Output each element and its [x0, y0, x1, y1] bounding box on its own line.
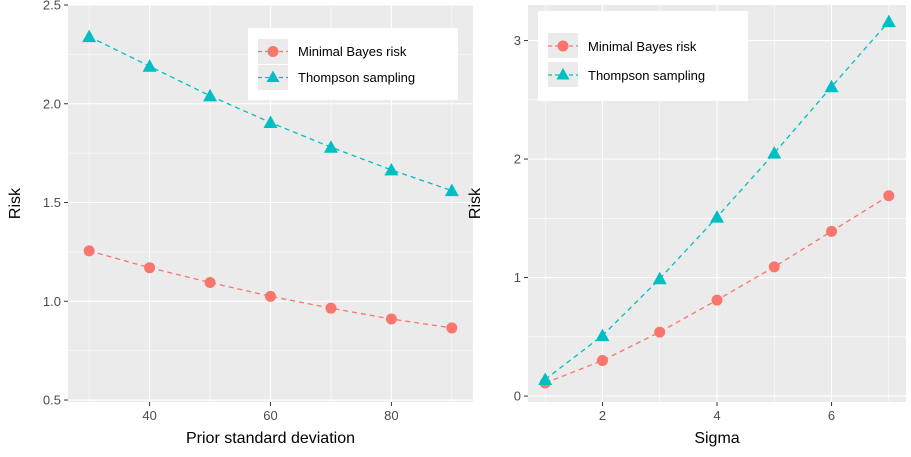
right-y-tick-label: 3 — [514, 33, 521, 48]
right-point-thompson — [881, 14, 896, 28]
left-y-tick-label: 1.0 — [43, 294, 61, 309]
right-point-thompson — [710, 210, 724, 223]
left-x-tick-label: 60 — [263, 408, 277, 423]
right-y-tick-label: 2 — [514, 152, 521, 167]
right-point-minimal — [768, 261, 780, 273]
left-y-tick-label: 1.5 — [43, 195, 61, 210]
left-point-minimal — [265, 290, 276, 302]
left-y-tick-label: 2.5 — [43, 0, 61, 13]
left-point-thompson — [263, 115, 278, 129]
right-point-thompson — [652, 271, 667, 285]
right-point-minimal — [596, 355, 608, 367]
right-x-axis-title: Sigma — [694, 430, 739, 447]
left-y-tick-label: 0.5 — [43, 393, 61, 408]
left-point-minimal — [83, 245, 95, 257]
left-legend-label-minimal: Minimal Bayes risk — [298, 44, 407, 59]
right-y-tick-label: 1 — [514, 270, 521, 285]
right-point-minimal — [654, 326, 666, 338]
left-point-thompson — [203, 88, 218, 102]
left-x-tick-label: 80 — [384, 408, 398, 423]
right-point-thompson — [538, 372, 553, 385]
left-point-thompson — [142, 59, 157, 72]
left-legend-label-thompson: Thompson sampling — [298, 70, 415, 85]
right-point-thompson — [767, 146, 782, 159]
right-legend-marker-thompson — [556, 68, 570, 80]
left-point-minimal — [325, 302, 337, 314]
left-point-minimal — [144, 262, 156, 274]
right-point-minimal — [711, 294, 723, 306]
left-series — [82, 29, 459, 334]
right-legend: Minimal Bayes risk Thompson sampling — [538, 11, 748, 101]
right-x-tick-label: 4 — [713, 408, 720, 423]
right-y-axis-title: Risk — [467, 187, 484, 219]
right-point-thompson — [824, 79, 839, 93]
right-point-thompson — [595, 328, 610, 342]
right-chart: 0 1 2 3 2 4 6 Sigma Risk Minimal Bayes risk Thom… — [467, 5, 906, 447]
left-point-minimal — [385, 313, 397, 325]
left-x-axis-title: Prior standard deviation — [186, 430, 355, 447]
left-point-minimal — [204, 277, 216, 289]
left-chart: 0.5 1.0 1.5 2.0 2.5 40 60 80 Prior standard devi… — [7, 0, 473, 447]
left-point-thompson — [384, 162, 399, 176]
right-point-minimal — [883, 190, 895, 202]
right-legend-marker-minimal — [557, 40, 569, 52]
right-x-tick-label: 2 — [599, 408, 606, 423]
right-series — [538, 14, 896, 389]
right-point-minimal — [826, 225, 838, 237]
left-legend-marker-minimal — [267, 46, 279, 57]
left-legend-marker-thompson — [266, 70, 280, 82]
left-legend: Minimal Bayes risk Thompson sampling — [248, 28, 458, 100]
right-legend-label-minimal: Minimal Bayes risk — [588, 39, 697, 54]
left-y-tick-label: 2.0 — [43, 96, 61, 111]
left-point-thompson — [82, 29, 97, 43]
right-y-tick-label: 0 — [514, 389, 521, 404]
right-x-tick-label: 6 — [828, 408, 835, 423]
right-legend-label-thompson: Thompson sampling — [588, 68, 705, 83]
left-x-tick-label: 40 — [142, 408, 156, 423]
left-point-thompson — [323, 140, 338, 153]
left-point-thompson — [444, 183, 459, 197]
left-axes: 0.5 1.0 1.5 2.0 2.5 40 60 80 Prior standard devi… — [7, 0, 399, 447]
left-y-axis-title: Risk — [7, 187, 24, 219]
left-point-minimal — [446, 322, 458, 334]
right-axes: 0 1 2 3 2 4 6 Sigma Risk — [467, 33, 835, 447]
